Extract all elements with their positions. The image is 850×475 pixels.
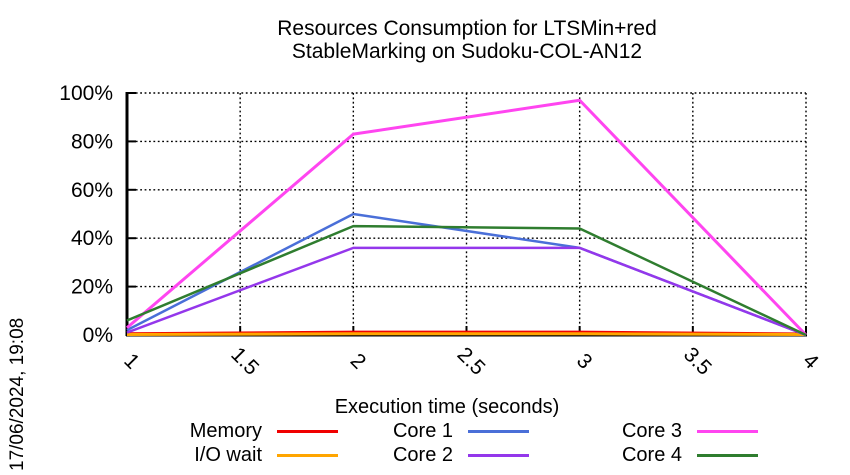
x-tick-label: 4 [798, 349, 823, 374]
series-line-i-o-wait [126, 332, 807, 337]
legend-line-swatch [277, 453, 338, 457]
x-tick-label: 1 [119, 349, 144, 374]
x-tick-label: 2.5 [453, 343, 490, 380]
legend-label: Core 1 [392, 419, 453, 442]
chart-title-line1: Resources Consumption for LTSMin+red [277, 17, 657, 40]
y-tick-label: 40% [71, 227, 113, 250]
x-tick-label: 3.5 [679, 343, 716, 380]
legend-item-core-1: Core 1 [345, 419, 529, 442]
legend-label: I/O wait [194, 443, 262, 466]
legend-item-core-3: Core 3 [575, 419, 758, 442]
legend-label: Core 3 [621, 419, 682, 442]
legend-line-swatch [468, 453, 529, 457]
series-line-core-2 [126, 246, 807, 337]
legend-line-swatch [277, 429, 338, 433]
series-line-core-3 [126, 98, 808, 337]
x-tick-label: 3 [572, 349, 597, 374]
legend-item-core-2: Core 2 [345, 443, 529, 466]
legend-label: Core 2 [392, 443, 453, 466]
series-line-core-4 [126, 224, 807, 337]
chart-title-line2: StableMarking on Sudoku-COL-AN12 [291, 40, 643, 63]
y-tick-label: 100% [59, 82, 113, 105]
x-tick-label: 2 [346, 349, 371, 374]
legend-item-i-o-wait: I/O wait [152, 443, 338, 466]
x-tick-label: 1.5 [226, 343, 263, 380]
legend-line-swatch [697, 429, 758, 433]
y-tick-label: 0% [83, 324, 113, 347]
legend-item-core-4: Core 4 [575, 443, 758, 466]
x-axis-label: Execution time (seconds) [334, 396, 560, 418]
legend-label: Core 4 [621, 443, 682, 466]
legend-item-memory: Memory [152, 419, 338, 442]
legend-line-swatch [697, 453, 758, 457]
legend-line-swatch [468, 429, 529, 433]
y-tick-label: 60% [71, 179, 113, 202]
y-tick-label: 80% [71, 130, 113, 153]
y-tick-label: 20% [71, 276, 113, 299]
legend-label: Memory [189, 419, 262, 442]
